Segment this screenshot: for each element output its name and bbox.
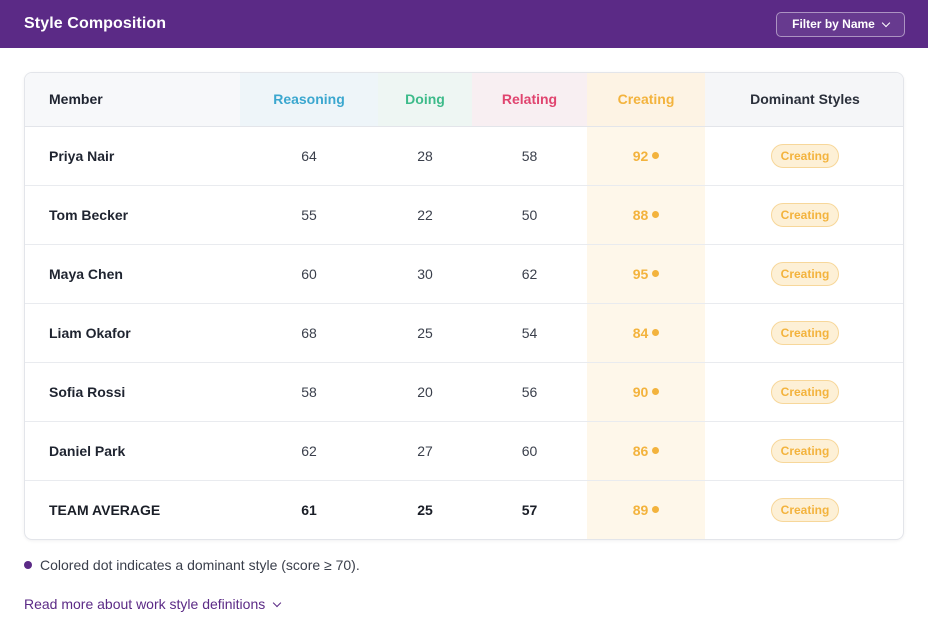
cell-reasoning: 62 xyxy=(240,421,378,481)
page-title: Style Composition xyxy=(24,15,167,32)
table-row: Liam Okafor 68 25 54 84 Creating xyxy=(25,303,903,363)
cell-reasoning: 58 xyxy=(240,362,378,422)
cell-doing: 27 xyxy=(378,421,472,481)
cell-member: Sofia Rossi xyxy=(25,362,240,422)
creating-score: 90 xyxy=(633,384,660,400)
header-creating[interactable]: Creating xyxy=(587,73,705,127)
dominant-style-badge: Creating xyxy=(770,143,840,168)
cell-reasoning: 68 xyxy=(240,303,378,363)
cell-relating: 60 xyxy=(472,421,587,481)
table-header-row: Member Reasoning Doing Relating Creating… xyxy=(25,73,903,127)
cell-doing: 25 xyxy=(378,479,472,539)
cell-dominant: Creating xyxy=(705,126,903,186)
style-composition-table: Member Reasoning Doing Relating Creating… xyxy=(25,73,903,539)
cell-doing: 25 xyxy=(378,303,472,363)
cell-member: Tom Becker xyxy=(25,185,240,245)
table-row: Maya Chen 60 30 62 95 Creating xyxy=(25,244,903,304)
filter-button-label: Filter by Name xyxy=(792,17,875,31)
app-header: Style Composition Filter by Name xyxy=(0,0,928,48)
cell-dominant: Creating xyxy=(705,244,903,304)
cell-relating: 58 xyxy=(472,126,587,186)
cell-member: TEAM AVERAGE xyxy=(25,479,240,539)
cell-creating: 95 xyxy=(587,244,705,304)
dominant-style-badge: Creating xyxy=(770,202,840,227)
dominant-style-badge: Creating xyxy=(770,320,840,345)
cell-creating: 88 xyxy=(587,185,705,245)
dominant-dot-icon xyxy=(652,211,660,218)
header-dominant-styles: Dominant Styles xyxy=(705,73,903,127)
cell-creating: 84 xyxy=(587,303,705,363)
dominant-dot-icon xyxy=(652,447,660,454)
cell-reasoning: 64 xyxy=(240,126,378,186)
header-doing[interactable]: Doing xyxy=(378,73,472,127)
dominant-style-badge: Creating xyxy=(770,497,840,522)
legend-note-text: Colored dot indicates a dominant style (… xyxy=(40,557,360,573)
dominant-dot-icon xyxy=(652,329,660,336)
dominant-dot-icon xyxy=(652,270,660,277)
cell-doing: 28 xyxy=(378,126,472,186)
creating-score-value: 90 xyxy=(632,383,649,400)
cell-relating: 57 xyxy=(472,479,587,539)
creating-score: 92 xyxy=(633,148,660,164)
dominant-dot-icon xyxy=(24,561,32,569)
header-member[interactable]: Member xyxy=(25,73,240,127)
dominant-dot-icon xyxy=(652,152,660,159)
cell-member: Daniel Park xyxy=(25,421,240,481)
creating-score-value: 89 xyxy=(632,501,649,518)
chevron-down-icon xyxy=(272,598,282,607)
cell-creating: 90 xyxy=(587,362,705,422)
cell-dominant: Creating xyxy=(705,479,903,539)
cell-reasoning: 61 xyxy=(240,479,378,539)
read-more-link[interactable]: Read more about work style definitions xyxy=(24,596,282,612)
cell-member: Liam Okafor xyxy=(25,303,240,363)
table-row: Daniel Park 62 27 60 86 Creating xyxy=(25,421,903,481)
cell-dominant: Creating xyxy=(705,362,903,422)
team-average-row: TEAM AVERAGE 61 25 57 89 Creating xyxy=(25,479,903,539)
cell-creating: 86 xyxy=(587,421,705,481)
creating-score-value: 86 xyxy=(632,442,649,459)
creating-score: 88 xyxy=(633,207,660,223)
dominant-style-badge: Creating xyxy=(770,261,840,286)
style-composition-table-card: Member Reasoning Doing Relating Creating… xyxy=(24,72,904,540)
legend-note: Colored dot indicates a dominant style (… xyxy=(24,557,360,573)
cell-dominant: Creating xyxy=(705,303,903,363)
filter-by-name-button[interactable]: Filter by Name xyxy=(776,11,905,37)
creating-score-value: 95 xyxy=(632,265,649,282)
cell-relating: 56 xyxy=(472,362,587,422)
table-row: Tom Becker 55 22 50 88 Creating xyxy=(25,185,903,245)
creating-score-value: 92 xyxy=(632,147,649,164)
cell-reasoning: 55 xyxy=(240,185,378,245)
creating-score: 95 xyxy=(633,266,660,282)
cell-dominant: Creating xyxy=(705,185,903,245)
creating-score-value: 88 xyxy=(632,206,649,223)
header-relating[interactable]: Relating xyxy=(472,73,587,127)
chevron-down-icon xyxy=(881,18,891,27)
dominant-style-badge: Creating xyxy=(770,438,840,463)
dominant-dot-icon xyxy=(652,388,660,395)
creating-score: 89 xyxy=(633,502,660,518)
cell-doing: 22 xyxy=(378,185,472,245)
dominant-dot-icon xyxy=(652,506,660,514)
cell-reasoning: 60 xyxy=(240,244,378,304)
cell-dominant: Creating xyxy=(705,421,903,481)
cell-doing: 20 xyxy=(378,362,472,422)
table-row: Sofia Rossi 58 20 56 90 Creating xyxy=(25,362,903,422)
table-row: Priya Nair 64 28 58 92 Creating xyxy=(25,126,903,186)
read-more-link-label: Read more about work style definitions xyxy=(24,596,266,612)
cell-creating: 92 xyxy=(587,126,705,186)
cell-doing: 30 xyxy=(378,244,472,304)
cell-member: Maya Chen xyxy=(25,244,240,304)
cell-relating: 54 xyxy=(472,303,587,363)
creating-score: 84 xyxy=(633,325,660,341)
cell-relating: 62 xyxy=(472,244,587,304)
dominant-style-badge: Creating xyxy=(770,379,840,404)
cell-relating: 50 xyxy=(472,185,587,245)
cell-creating: 89 xyxy=(587,479,705,539)
header-reasoning[interactable]: Reasoning xyxy=(240,73,378,127)
cell-member: Priya Nair xyxy=(25,126,240,186)
creating-score-value: 84 xyxy=(632,324,649,341)
creating-score: 86 xyxy=(633,443,660,459)
